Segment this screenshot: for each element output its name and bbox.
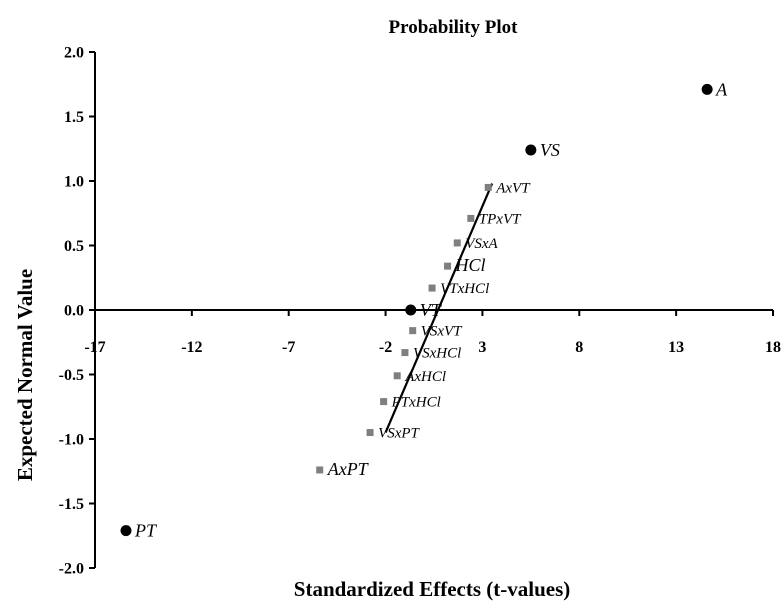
x-tick-label: 13 [668, 339, 684, 356]
x-axis-title: Standardized Effects (t-values) [294, 577, 570, 601]
effect-label: VSxA [465, 236, 498, 252]
y-tick-label: -1.0 [59, 432, 84, 449]
effect-marker [428, 284, 436, 292]
y-axis-title: Expected Normal Value [13, 269, 37, 481]
significant-effect-marker [120, 525, 132, 537]
significant-effect-label: PT [134, 521, 158, 541]
y-tick-label: 1.0 [64, 174, 84, 191]
effect-marker [401, 349, 409, 357]
effect-label: PTxHCl [391, 395, 441, 411]
effect-label: AxVT [495, 180, 531, 196]
y-tick-label: 2.0 [64, 45, 84, 62]
effect-label: VSxVT [421, 324, 463, 340]
x-tick-label: 18 [765, 339, 781, 356]
effect-label: TPxVT [479, 211, 522, 227]
y-tick-label: 0.5 [64, 238, 84, 255]
effect-label: AxHCl [404, 369, 446, 385]
effect-label: VSxPT [378, 426, 420, 442]
x-tick-label: -17 [84, 339, 105, 356]
significant-effect-marker [525, 144, 537, 156]
effect-label: VTxHCl [440, 281, 489, 297]
fit-line [384, 183, 494, 433]
x-tick-label: -2 [379, 339, 392, 356]
y-tick-labels: 2.0 1.5 1.0 0.5 0.0 -0.5 -1.0 -1.5 -2.0 [59, 45, 95, 578]
effect-marker [380, 398, 388, 406]
x-tick-label: 8 [575, 339, 583, 356]
effect-label: AxPT [327, 459, 370, 479]
x-tick-label: -7 [282, 339, 295, 356]
y-tick-label: -1.5 [59, 496, 84, 513]
effect-marker [453, 239, 461, 247]
effect-marker [409, 327, 417, 335]
effect-marker [393, 372, 401, 380]
data-points: AxVT TPxVT VSxA HCl VTxHCl VSxVT VSxHCl AxHCl PT… [120, 79, 728, 541]
y-tick-label: 1.5 [64, 109, 84, 126]
y-tick-label: -2.0 [59, 561, 84, 578]
y-tick-label: 0.0 [64, 303, 84, 320]
effect-marker [316, 466, 324, 474]
fit-line-group [384, 183, 494, 433]
significant-effect-label: A [715, 79, 728, 99]
effect-marker [467, 214, 475, 222]
x-tick-label: 3 [478, 339, 486, 356]
effect-marker [444, 262, 452, 270]
significant-effect-marker [701, 83, 713, 95]
significant-effect-label: VT [420, 300, 443, 320]
significant-effect-marker [405, 304, 417, 316]
y-tick-label: -0.5 [59, 367, 84, 384]
significant-effect-label: VS [540, 140, 560, 160]
x-tick-label: -12 [181, 339, 202, 356]
effect-label: VSxHCl [413, 346, 461, 362]
effect-marker [484, 183, 492, 191]
x-tick-labels: -17 -12 -7 -2 3 8 13 18 [84, 310, 781, 356]
effect-label: HCl [455, 255, 486, 275]
chart-title: Probability Plot [389, 17, 519, 38]
effect-marker [366, 429, 374, 437]
